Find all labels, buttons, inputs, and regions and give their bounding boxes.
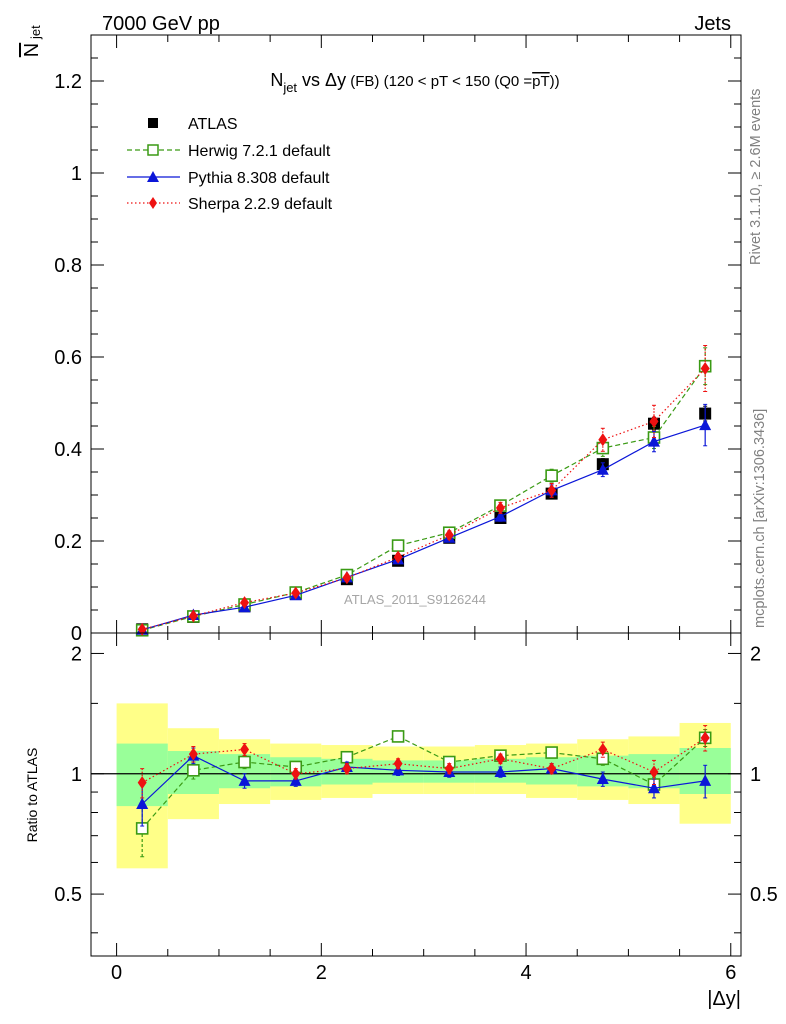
ratio-y-tick-label-right: 0.5 xyxy=(750,884,778,906)
main-point-pythia xyxy=(596,463,609,475)
main-point-sherpa xyxy=(649,414,659,428)
legend-entry-atlas: ATLAS xyxy=(148,116,238,133)
legend: ATLAS Herwig 7.2.1 default Pythia 8.308 … xyxy=(127,116,333,213)
ratio-point-sherpa xyxy=(649,765,659,779)
legend-marker-herwig xyxy=(147,144,159,156)
ratio-point-sherpa xyxy=(188,747,198,761)
main-y-tick-label: 0.8 xyxy=(54,255,82,277)
collision-label: 7000 GeV pp xyxy=(102,13,220,35)
main-point-sherpa xyxy=(444,528,454,542)
ratio-point-sherpa xyxy=(342,762,352,776)
main-y-tick-label: 0.6 xyxy=(54,347,82,369)
ratio-point-sherpa xyxy=(598,743,608,757)
ratio-y-tick-label: 0.5 xyxy=(54,884,82,906)
legend-marker-pythia xyxy=(147,171,159,182)
ratio-point-sherpa xyxy=(291,767,301,781)
svg-text:N: N xyxy=(21,43,43,57)
main-y-tick-label: 0 xyxy=(71,623,82,645)
ratio-panel-marks xyxy=(91,703,741,869)
ratio-point-herwig xyxy=(391,730,405,743)
ratio-point-pythia xyxy=(494,765,507,778)
ratio-panel: 0.5 0.5 1 1 2 2 0 2 4 6 xyxy=(54,632,778,984)
analysis-tag: ATLAS_2011_S9126244 xyxy=(344,592,486,607)
ratio-line-sherpa xyxy=(141,737,706,784)
ratio-point-pythia xyxy=(136,797,149,810)
legend-marker-sherpa xyxy=(149,197,157,209)
main-panel-marks xyxy=(135,345,712,637)
main-line-herwig xyxy=(142,365,706,631)
main-y-tick-label: 0.4 xyxy=(54,439,82,461)
main-point-sherpa xyxy=(188,609,198,623)
ratio-point-pythia xyxy=(238,774,251,786)
main-line-pythia xyxy=(142,424,706,631)
ratio-panel-ticks: 0.5 0.5 1 1 2 2 0 2 4 6 xyxy=(54,633,778,984)
ratio-point-sherpa xyxy=(495,752,505,766)
ratio-point-herwig xyxy=(545,746,558,759)
main-y-tick-label: 1.2 xyxy=(54,71,82,93)
main-y-tick-label: 1 xyxy=(71,163,82,185)
legend-entry-pythia: Pythia 8.308 default xyxy=(127,170,330,187)
ratio-point-sherpa xyxy=(444,762,454,776)
main-point-sherpa xyxy=(700,362,710,375)
ratio-point-herwig xyxy=(187,764,200,777)
legend-entry-sherpa: Sherpa 2.2.9 default xyxy=(127,196,333,213)
svg-text:jet: jet xyxy=(28,25,43,40)
main-point-pythia xyxy=(647,435,660,447)
legend-label-pythia: Pythia 8.308 default xyxy=(188,170,330,187)
ratio-point-pythia xyxy=(596,772,609,785)
ratio-point-herwig xyxy=(238,755,251,769)
ratio-y-tick-label: 1 xyxy=(71,764,82,786)
ratio-y-tick-label: 2 xyxy=(71,643,82,665)
main-point-herwig xyxy=(391,539,405,552)
x-tick-label: 6 xyxy=(725,962,736,984)
rivet-version-label: Rivet 3.1.10, ≥ 2.6M events xyxy=(748,89,764,265)
main-point-sherpa xyxy=(393,550,403,564)
title-pt-overlined: pT xyxy=(532,73,550,90)
main-point-pythia xyxy=(699,418,712,431)
main-point-sherpa xyxy=(291,586,301,600)
process-label: Jets xyxy=(694,13,731,35)
x-tick-label: 2 xyxy=(316,962,327,984)
main-y-axis-label: N jet xyxy=(21,25,43,57)
main-point-herwig xyxy=(545,469,558,482)
legend-label-atlas: ATLAS xyxy=(188,116,238,133)
legend-entry-herwig: Herwig 7.2.1 default xyxy=(127,143,331,160)
legend-marker-atlas xyxy=(148,118,158,128)
legend-label-herwig: Herwig 7.2.1 default xyxy=(188,143,331,160)
x-axis-label: |Δy| xyxy=(707,988,741,1010)
legend-label-sherpa: Sherpa 2.2.9 default xyxy=(188,196,333,213)
main-point-sherpa xyxy=(495,501,505,515)
ratio-panel-frame xyxy=(90,632,742,957)
ratio-y-tick-label-right: 1 xyxy=(750,764,761,786)
ratio-point-sherpa xyxy=(547,762,557,776)
x-tick-label: 0 xyxy=(111,962,122,984)
ratio-point-sherpa xyxy=(700,731,710,745)
x-tick-label: 4 xyxy=(520,962,531,984)
ratio-line-pythia xyxy=(141,754,706,805)
main-panel-ticks: 0 0.2 0.4 0.6 0.8 1 1.2 xyxy=(54,35,741,645)
main-point-sherpa xyxy=(342,571,352,585)
ratio-point-sherpa xyxy=(240,743,250,757)
main-point-sherpa xyxy=(240,596,250,610)
ratio-y-axis-label: Ratio to ATLAS xyxy=(24,748,40,843)
ratio-line-herwig xyxy=(141,735,706,829)
ratio-y-tick-label-right: 2 xyxy=(750,643,761,665)
main-point-sherpa xyxy=(547,483,557,497)
main-point-sherpa xyxy=(598,433,608,447)
chart-title: Njet vs Δy (FB) (120 < pT < 150 (Q0 =pT)… xyxy=(270,70,559,95)
main-panel: 0 0.2 0.4 0.6 0.8 1 1.2 xyxy=(54,34,742,645)
ratio-point-pythia xyxy=(699,774,712,786)
main-line-sherpa xyxy=(142,368,706,630)
ratio-point-sherpa xyxy=(393,757,403,771)
mcplots-label: mcplots.cern.ch [arXiv:1306.3436] xyxy=(752,409,768,628)
ratio-point-pythia xyxy=(647,781,660,794)
main-y-tick-label: 0.2 xyxy=(54,531,82,553)
ratio-point-sherpa xyxy=(137,776,147,790)
main-point-pythia xyxy=(494,510,507,522)
